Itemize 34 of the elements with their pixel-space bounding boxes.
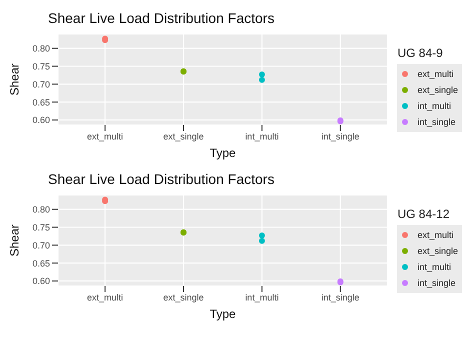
legend-label: ext_single	[417, 246, 458, 256]
legend-label: ext_single	[417, 84, 458, 94]
y-axis-title: Shear	[7, 63, 22, 96]
legend-title: UG 84-12	[397, 206, 450, 220]
legend-label: ext_multi	[417, 230, 454, 240]
chart-title: Shear Live Load Distribution Factors	[48, 10, 274, 26]
x-axis-title: Type	[210, 146, 236, 160]
x-tick-label: int_single	[321, 131, 360, 142]
x-tick-label: ext_single	[163, 292, 204, 302]
y-tick-label: 0.80	[32, 204, 50, 215]
y-tick-label: 0.70	[32, 240, 50, 250]
y-tick-label: 0.65	[32, 97, 50, 108]
x-axis-title: Type	[210, 307, 236, 321]
y-axis-title: Shear	[7, 224, 22, 257]
chart-title: Shear Live Load Distribution Factors	[48, 171, 274, 187]
y-tick-label: 0.65	[32, 258, 50, 268]
x-tick-label: ext_multi	[87, 131, 124, 142]
x-tick-label: int_multi	[245, 131, 279, 142]
legend-label: ext_multi	[417, 68, 454, 78]
x-tick-label: int_multi	[245, 292, 279, 302]
y-tick-label: 0.75	[32, 61, 50, 72]
y-tick-label: 0.70	[32, 79, 50, 90]
legend-title: UG 84-9	[397, 46, 444, 60]
x-tick-label: int_single	[321, 292, 360, 302]
y-tick-label: 0.80	[32, 44, 50, 54]
legend-label: int_single	[417, 278, 456, 288]
x-tick-label: ext_multi	[87, 292, 124, 302]
legend-label: int_multi	[417, 100, 451, 110]
y-tick-label: 0.60	[32, 115, 50, 126]
y-tick-label: 0.75	[32, 222, 50, 232]
x-tick-label: ext_single	[163, 131, 204, 142]
legend-label: int_single	[417, 116, 456, 126]
y-tick-label: 0.60	[32, 276, 50, 286]
legend-label: int_multi	[417, 262, 451, 272]
